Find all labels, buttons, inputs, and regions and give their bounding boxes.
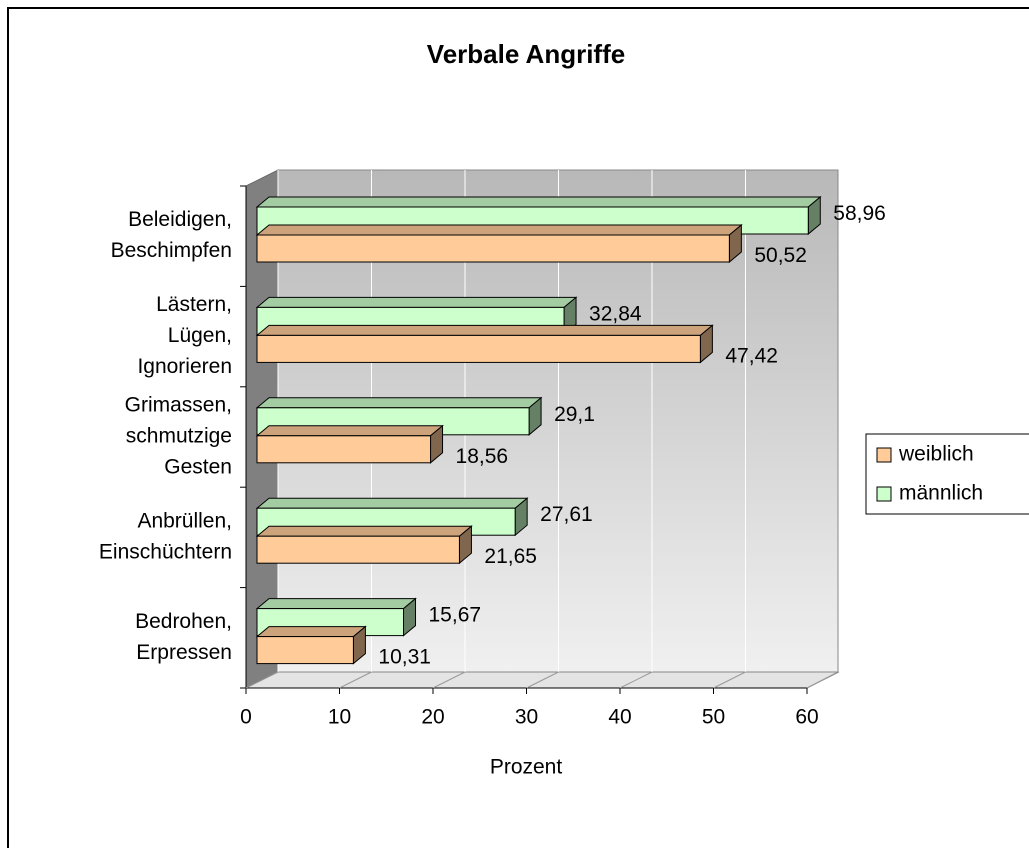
y-tick-label: Grimassen, <box>125 394 232 417</box>
legend-swatch <box>876 447 892 463</box>
y-tick-label: Lästern, <box>156 293 232 316</box>
floor-grid <box>619 671 653 689</box>
data-label: 18,56 <box>456 445 509 468</box>
x-tick-label: 30 <box>515 706 538 729</box>
x-tick-label: 0 <box>240 706 252 729</box>
x-tick-label: 60 <box>795 706 818 729</box>
data-label: 10,31 <box>378 646 431 669</box>
y-tick-label: Beschimpfen <box>111 239 232 262</box>
legend-label: weiblich <box>898 443 974 466</box>
bar-top <box>255 525 473 537</box>
chart-title: Verbale Angriffe <box>427 39 625 69</box>
data-label: 50,52 <box>754 244 807 267</box>
y-tick-label: Bedrohen, <box>135 610 232 633</box>
bar-top <box>255 324 714 336</box>
bar <box>256 535 460 564</box>
x-tick-label: 50 <box>702 706 725 729</box>
y-tick-label: Einschüchtern <box>99 540 232 563</box>
data-label: 27,61 <box>540 503 593 526</box>
y-tick-label: Beleidigen, <box>128 208 232 231</box>
bar-top <box>255 397 543 409</box>
floor-grid <box>713 671 746 689</box>
legend-label: männlich <box>899 482 983 505</box>
floor-grid <box>245 671 279 689</box>
data-label: 21,65 <box>484 545 537 568</box>
y-tick-label: Gesten <box>164 456 232 479</box>
bar-top <box>255 425 444 437</box>
floor-grid <box>806 671 840 689</box>
data-label: 47,42 <box>725 344 778 367</box>
data-label: 29,1 <box>554 403 595 426</box>
legend-swatch <box>876 486 892 502</box>
bar-top <box>255 196 822 208</box>
data-label: 15,67 <box>429 604 482 627</box>
bar-top <box>255 296 578 308</box>
y-tick-label: Anbrüllen, <box>137 509 232 532</box>
bar <box>256 234 730 263</box>
bar-top <box>255 497 529 509</box>
y-tick-label: schmutzige <box>126 425 232 448</box>
floor-grid <box>526 671 559 689</box>
x-axis-label: Prozent <box>490 756 563 779</box>
bar-top <box>255 224 743 236</box>
y-tick-label: Erpressen <box>136 641 232 664</box>
y-tick-label: Ignorieren <box>137 355 232 378</box>
bar-top <box>255 598 417 610</box>
legend <box>865 433 1029 515</box>
floor-grid <box>339 671 372 689</box>
bar <box>256 334 701 363</box>
floor-grid <box>432 671 466 689</box>
y-tick-label: Lügen, <box>168 324 232 347</box>
x-tick-label: 20 <box>421 706 444 729</box>
data-label: 32,84 <box>589 302 642 325</box>
bar <box>256 435 432 464</box>
bar <box>256 636 354 665</box>
x-tick-label: 40 <box>608 706 631 729</box>
bar-top <box>255 626 367 638</box>
data-label: 58,96 <box>833 202 886 225</box>
x-tick-label: 10 <box>328 706 351 729</box>
